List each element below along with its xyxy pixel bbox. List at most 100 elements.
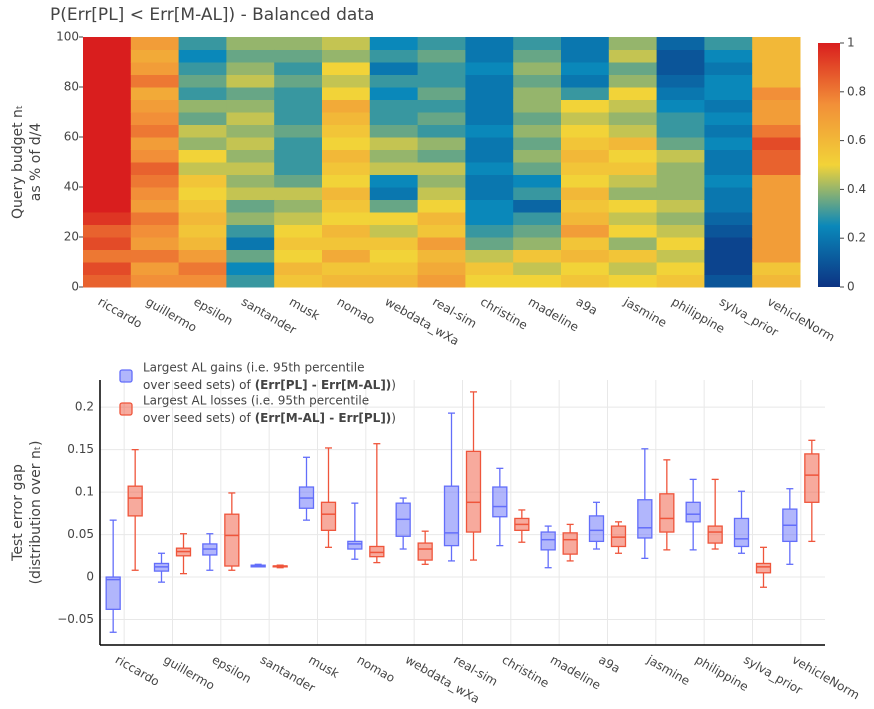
heat-cell (369, 162, 419, 175)
heat-cell (417, 87, 466, 100)
box (127, 485, 143, 517)
heat-cell (608, 212, 658, 225)
heat-cell (417, 199, 466, 213)
heat-cell (752, 137, 801, 150)
heat-cell (274, 174, 323, 188)
heat-cell (608, 37, 658, 50)
colorbar-tick-label: 0.8 (847, 84, 866, 98)
heat-cell (465, 262, 514, 275)
box (492, 486, 508, 518)
heat-cell (226, 262, 275, 275)
heat-cell (83, 212, 132, 225)
heat-cell (226, 49, 275, 63)
heat-cell (226, 237, 275, 250)
box (707, 525, 723, 544)
heat-cell (322, 174, 371, 188)
heat-cell (226, 74, 275, 88)
legend-label: over seed sets) of (Err[PL] - Err[M-AL])) (143, 378, 396, 392)
box (224, 513, 240, 567)
heat-cell (561, 149, 610, 163)
heat-cell (704, 37, 753, 50)
heat-cell (704, 87, 753, 100)
heat-cell (656, 49, 705, 63)
heat-cell (752, 224, 801, 238)
box (465, 450, 482, 533)
heat-cell (130, 224, 180, 238)
heat-cell (704, 262, 753, 275)
heat-cell (130, 212, 180, 225)
heat-cell (608, 249, 658, 263)
heat-cell (656, 149, 705, 163)
y-tick-label: 0.1 (75, 485, 94, 499)
legend-label-part: over seed sets) of (143, 411, 251, 425)
y-tick-label: 0 (71, 280, 79, 294)
colorbar-tick-label: 0 (847, 280, 855, 294)
heat-cell (704, 137, 753, 150)
heat-cell (752, 62, 801, 75)
heat-cell (83, 37, 132, 50)
heat-cell (704, 149, 753, 163)
heat-cell (561, 187, 610, 200)
heat-cell (608, 74, 658, 88)
y-tick-label: 20 (64, 230, 79, 244)
legend-label-part: (Err[PL] - Err[M-AL]) (255, 378, 392, 392)
heat-cell (274, 187, 323, 200)
heat-cell (130, 62, 180, 75)
heat-cell (752, 212, 801, 225)
heat-cell (465, 74, 514, 88)
x-tick-label: madeline (526, 295, 581, 335)
legend-label-part: over seed sets) of (143, 378, 251, 392)
box (610, 525, 627, 548)
heat-cell (513, 49, 562, 63)
heat-cell (752, 262, 801, 275)
heat-cell (369, 74, 419, 88)
heat-cell (561, 112, 610, 125)
box (637, 499, 653, 539)
heat-cell (130, 237, 180, 250)
heat-cell (226, 174, 275, 188)
heat-cell (465, 187, 514, 200)
heat-cell (369, 112, 419, 125)
heat-cell (656, 137, 705, 150)
box (320, 501, 337, 531)
heat-cell (656, 262, 705, 275)
box (562, 532, 578, 555)
heat-cell (178, 174, 227, 188)
x-tick-label: riccardo (113, 653, 162, 689)
y-axis-title: (distribution over nₜ) (28, 441, 44, 585)
heat-cell (513, 174, 562, 188)
heat-cell (656, 124, 705, 138)
heat-cell (513, 99, 562, 113)
heat-cell (752, 99, 801, 113)
heat-cell (513, 274, 562, 288)
heat-cell (417, 149, 466, 163)
heat-cell (226, 212, 275, 225)
heat-cell (561, 212, 610, 225)
heat-cell (704, 74, 753, 88)
heat-cell (417, 74, 466, 88)
y-axis-title: Test error gap (10, 464, 26, 562)
heat-cell (178, 137, 227, 150)
heat-cell (369, 99, 419, 113)
x-tick-label: guillermo (161, 653, 217, 693)
heat-cell (83, 162, 132, 175)
y-tick-label: 100 (56, 30, 79, 44)
heat-cell (513, 112, 562, 125)
legend-swatch (119, 369, 133, 383)
heat-cell (608, 274, 658, 288)
heat-cell (226, 187, 275, 200)
heat-cell (561, 74, 610, 88)
heat-cell (83, 62, 132, 75)
heat-cell (704, 162, 753, 175)
heat-cell (417, 49, 466, 63)
heat-cell (178, 62, 227, 75)
heat-cell (83, 224, 132, 238)
chart-title: P(Err[PL] < Err[M-AL]) - Balanced data (50, 5, 374, 25)
heat-cell (656, 74, 705, 88)
heat-cell (704, 187, 753, 200)
heat-cell (417, 237, 466, 250)
heat-cell (178, 249, 227, 263)
heat-cell (656, 199, 705, 213)
heat-cell (83, 124, 132, 138)
heat-cell (178, 199, 227, 213)
